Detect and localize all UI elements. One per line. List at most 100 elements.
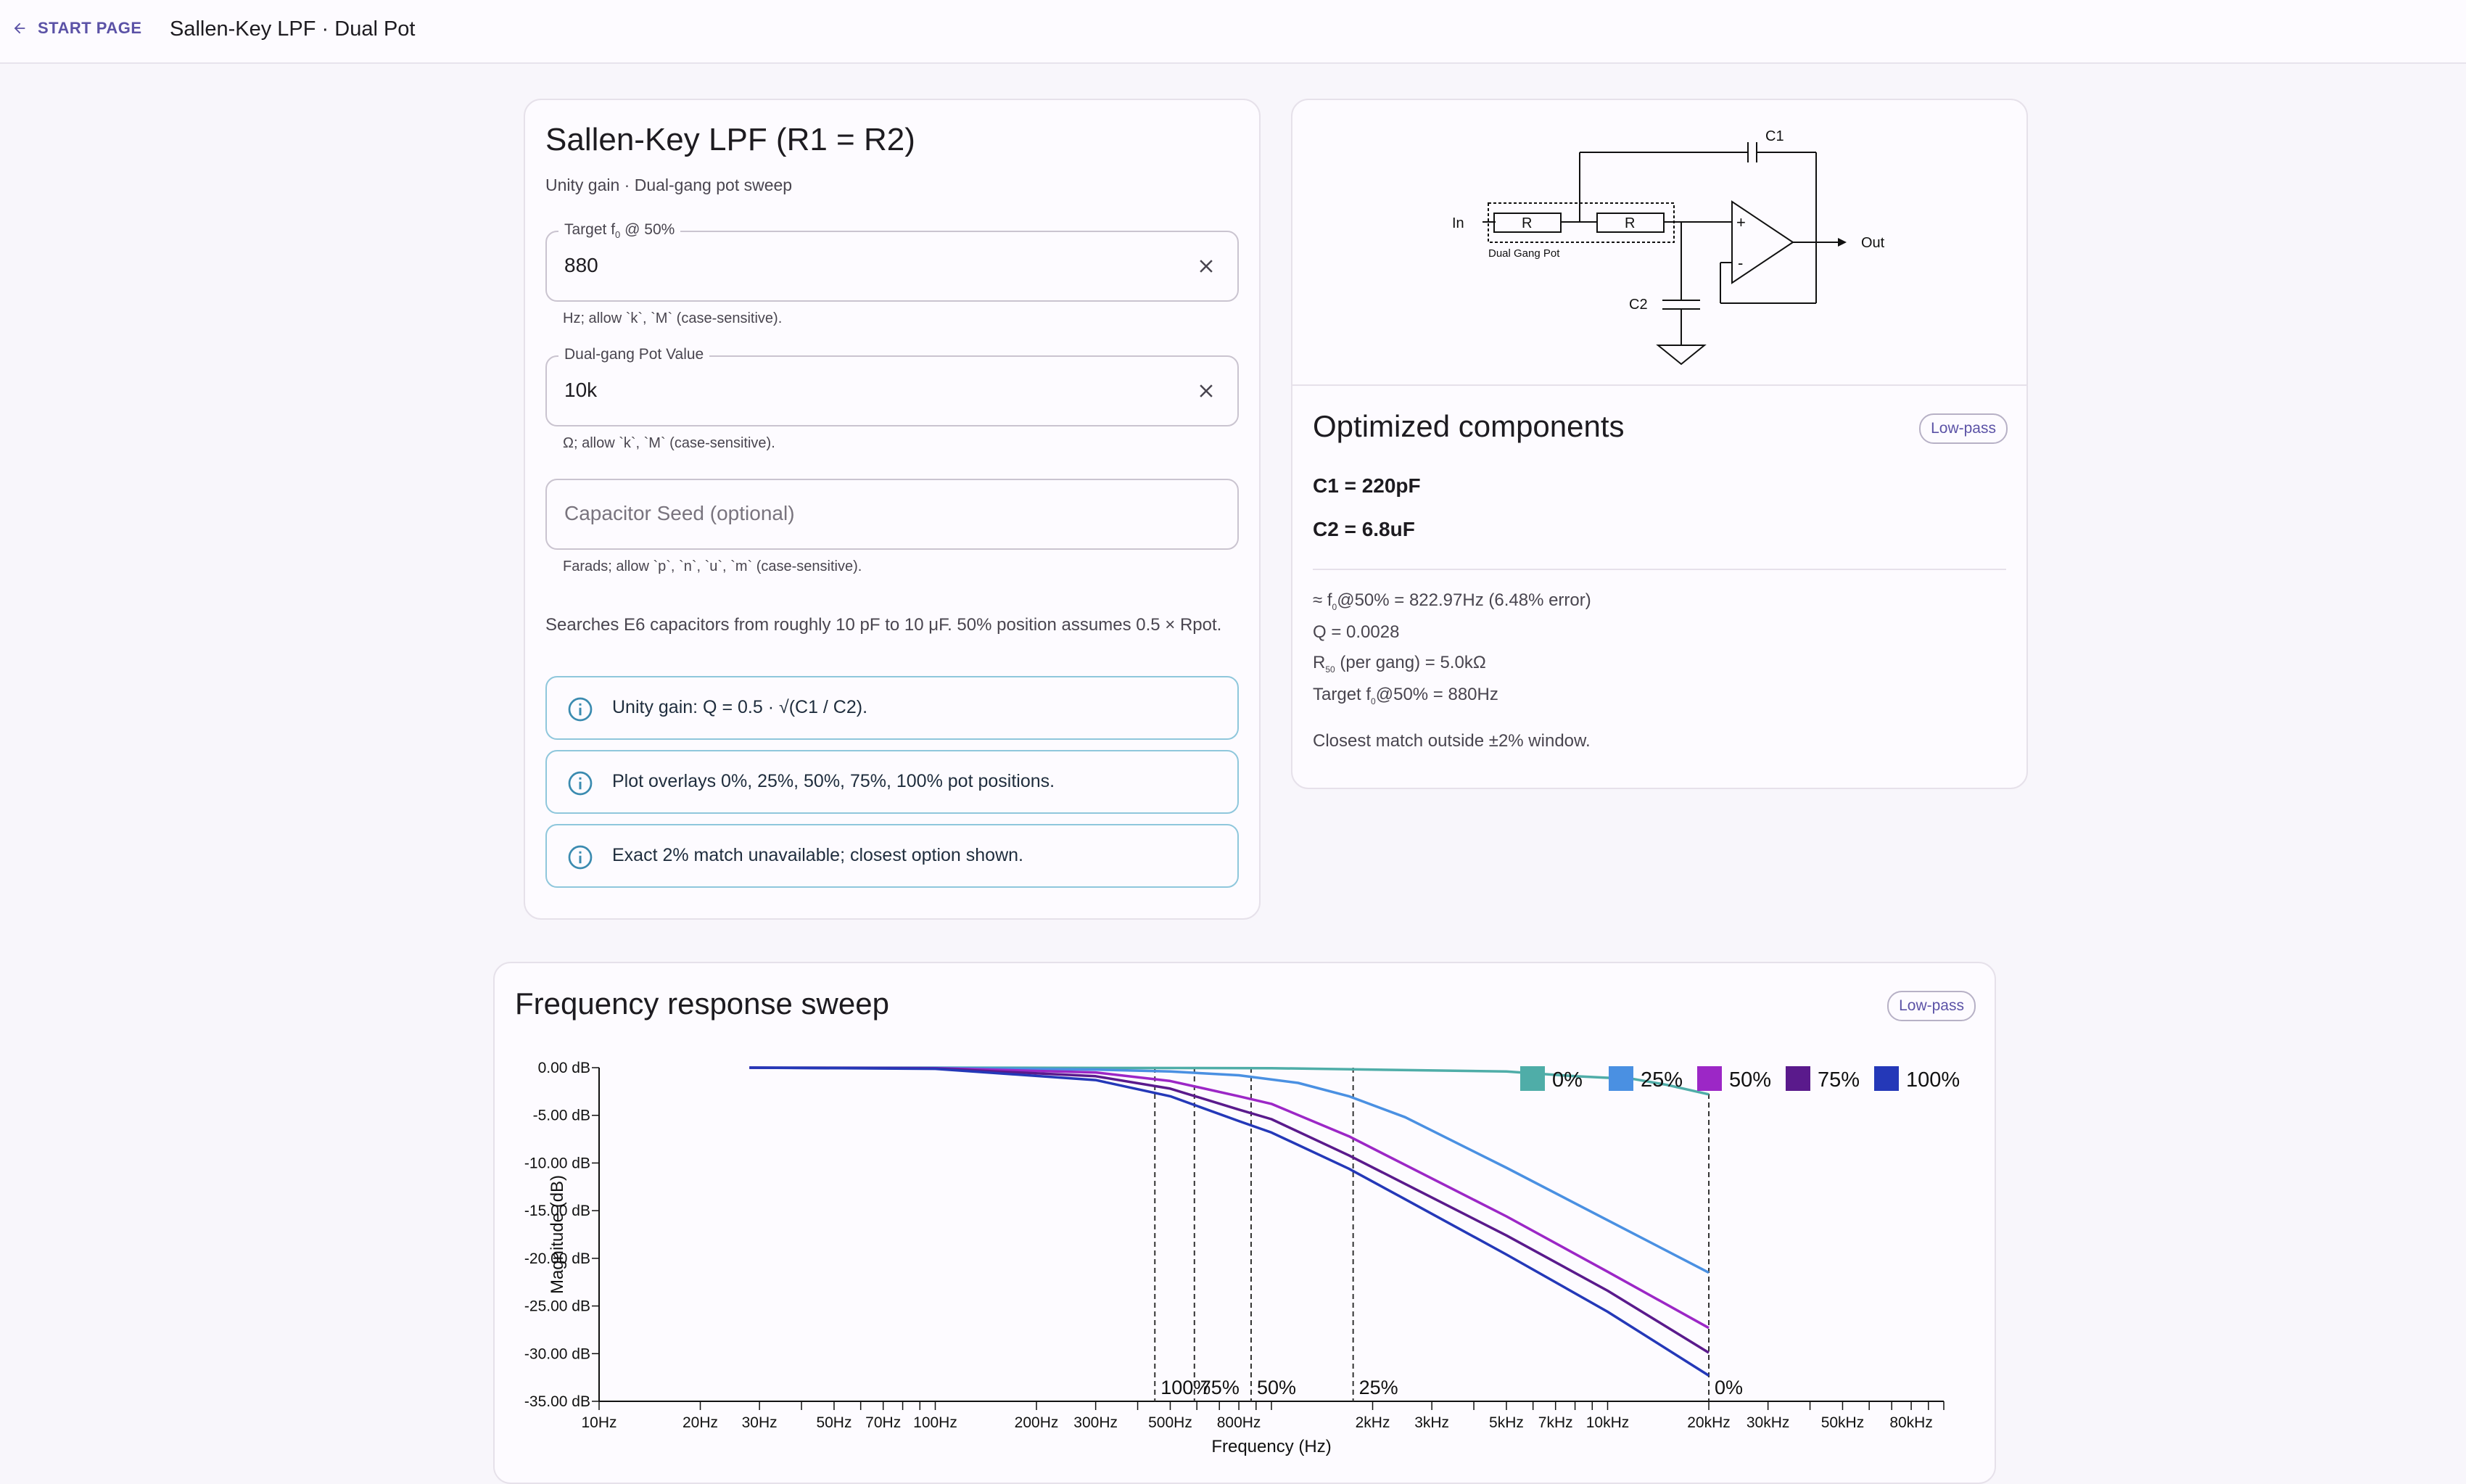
schematic-out-label: Out: [1861, 235, 1885, 251]
start-page-link[interactable]: START PAGE: [12, 19, 142, 38]
results-card: In Out C1 C2 R R Dual Gang Pot + - Optim…: [1291, 99, 2028, 789]
marker-label: 75%: [1200, 1377, 1240, 1398]
x-tick-label: 800Hz: [1217, 1414, 1261, 1431]
opamp-minus-label: -: [1738, 254, 1743, 272]
series-line-25pct: [749, 1066, 1710, 1274]
legend-label: 50%: [1729, 1068, 1771, 1092]
target-frequency-value[interactable]: 880: [564, 254, 598, 276]
y-tick-label: -20.00 dB: [524, 1250, 590, 1267]
schematic-c1-label: C1: [1765, 128, 1784, 144]
legend-label: 0%: [1552, 1068, 1583, 1092]
marker-label: 100%: [1160, 1377, 1211, 1398]
legend-swatch: [1874, 1066, 1899, 1091]
legend-label: 25%: [1641, 1068, 1683, 1092]
c2-value: C2 = 6.8uF: [1313, 518, 1415, 540]
y-tick-label: 0.00 dB: [538, 1060, 590, 1076]
legend-swatch: [1786, 1066, 1810, 1091]
legend-swatch: [1520, 1066, 1545, 1091]
f50-result: ≈ f0@50% = 822.97Hz (6.48% error): [1313, 590, 1591, 612]
info-text: Plot overlays 0%, 25%, 50%, 75%, 100% po…: [612, 771, 1055, 791]
x-tick-label: 7kHz: [1538, 1414, 1573, 1431]
arrow-back-icon: [14, 22, 25, 34]
target-frequency-field[interactable]: Target f0 @ 50% 880: [545, 221, 1239, 302]
capacitor-seed-hint: Farads; allow `p`, `n`, `u`, `m` (case-s…: [563, 558, 862, 574]
series-line-100pct: [749, 1066, 1710, 1377]
target-result: Target f0@50% = 880Hz: [1313, 685, 1498, 706]
chart-filter-chip: Low-pass: [1887, 991, 1976, 1021]
legend-swatch: [1609, 1066, 1633, 1091]
x-tick-label: 20Hz: [683, 1414, 718, 1431]
pot-value-value[interactable]: 10k: [564, 379, 598, 401]
capacitor-seed-field[interactable]: Capacitor Seed (optional): [545, 479, 1239, 550]
x-tick-label: 50kHz: [1821, 1414, 1865, 1431]
calculator-title: Sallen-Key LPF (R1 = R2): [545, 122, 915, 157]
legend-label: 100%: [1906, 1068, 1960, 1092]
y-axis-label: Magnitude (dB): [548, 1175, 567, 1294]
x-tick-label: 10kHz: [1586, 1414, 1630, 1431]
x-tick-label: 2kHz: [1356, 1414, 1390, 1431]
info-text: Unity gain: Q = 0.5 · √(C1 / C2).: [612, 697, 868, 717]
frequency-response-chart: 10Hz 20Hz 30Hz 50Hz 70Hz 100Hz 200Hz 300Hz 500Hz…: [524, 1060, 1960, 1456]
marker-label: 50%: [1257, 1377, 1296, 1398]
x-tick-label: 80kHz: [1889, 1414, 1933, 1431]
schematic-panel: In Out C1 C2 R R Dual Gang Pot + -: [1292, 100, 2026, 386]
capacitor-seed-placeholder[interactable]: Capacitor Seed (optional): [564, 502, 795, 524]
schematic-r2-label: R: [1625, 215, 1635, 231]
schematic-pot-label: Dual Gang Pot: [1488, 247, 1560, 260]
start-page-label: START PAGE: [38, 19, 142, 37]
x-tick-label: 50Hz: [816, 1414, 851, 1431]
info-icon: [568, 697, 593, 722]
x-tick-label: 20kHz: [1687, 1414, 1731, 1431]
filter-type-chip: Low-pass: [1919, 413, 2008, 444]
y-tick-label: -10.00 dB: [524, 1155, 590, 1171]
x-tick-label: 200Hz: [1015, 1414, 1059, 1431]
series-line-50pct: [749, 1066, 1710, 1330]
target-frequency-hint: Hz; allow `k`, `M` (case-sensitive).: [563, 310, 783, 326]
info-alert: Exact 2% match unavailable; closest opti…: [545, 824, 1239, 888]
c1-value: C1 = 220pF: [1313, 474, 1421, 497]
app-title: Sallen-Key LPF · Dual Pot: [170, 17, 416, 41]
clear-icon[interactable]: [1195, 255, 1217, 277]
y-tick-label: -15.00 dB: [524, 1203, 590, 1219]
input-card: Sallen-Key LPF (R1 = R2) Unity gain · Du…: [524, 99, 1261, 920]
closest-match-note: Closest match outside ±2% window.: [1313, 731, 1591, 751]
search-note: Searches E6 capacitors from roughly 10 p…: [545, 615, 1222, 635]
x-tick-label: 300Hz: [1073, 1414, 1118, 1431]
y-tick-label: -25.00 dB: [524, 1298, 590, 1315]
legend-label: 75%: [1818, 1068, 1860, 1092]
pot-value-hint: Ω; allow `k`, `M` (case-sensitive).: [563, 435, 775, 451]
q-result: Q = 0.0028: [1313, 622, 1400, 642]
results-title: Optimized components: [1313, 409, 1625, 443]
results-divider: [1313, 569, 2006, 570]
info-alert: Unity gain: Q = 0.5 · √(C1 / C2).: [545, 676, 1239, 740]
info-icon: [568, 771, 593, 796]
x-tick-label: 30Hz: [742, 1414, 778, 1431]
target-frequency-label: Target f0 @ 50%: [558, 221, 681, 241]
x-tick-label: 10Hz: [581, 1414, 616, 1431]
schematic-in-label: In: [1452, 215, 1464, 231]
x-axis-label: Frequency (Hz): [1211, 1437, 1331, 1456]
pot-value-field[interactable]: Dual-gang Pot Value 10k: [545, 346, 1239, 426]
legend-swatch: [1697, 1066, 1722, 1091]
schematic-c2-label: C2: [1629, 297, 1648, 313]
x-tick-label: 70Hz: [865, 1414, 901, 1431]
info-icon: [568, 845, 593, 870]
top-app-bar: START PAGE Sallen-Key LPF · Dual Pot: [0, 0, 2466, 64]
x-tick-label: 500Hz: [1148, 1414, 1192, 1431]
circuit-schematic: In Out C1 C2 R R Dual Gang Pot + -: [1452, 128, 1885, 366]
marker-label: 0%: [1715, 1377, 1743, 1398]
y-tick-label: -5.00 dB: [533, 1108, 590, 1124]
series-line-75pct: [749, 1066, 1710, 1354]
chart-title: Frequency response sweep: [515, 986, 889, 1021]
r50-result: R50 (per gang) = 5.0kΩ: [1313, 653, 1486, 675]
frequency-response-card: Frequency response sweep Low-pass 10Hz 20…: [493, 962, 1996, 1484]
schematic-r1-label: R: [1522, 215, 1532, 231]
info-alert: Plot overlays 0%, 25%, 50%, 75%, 100% po…: [545, 750, 1239, 814]
calculator-subtitle: Unity gain · Dual-gang pot sweep: [545, 176, 793, 194]
info-text: Exact 2% match unavailable; closest opti…: [612, 845, 1023, 865]
y-tick-label: -35.00 dB: [524, 1393, 590, 1410]
clear-icon[interactable]: [1195, 380, 1217, 402]
opamp-plus-label: +: [1736, 213, 1746, 231]
x-tick-label: 3kHz: [1414, 1414, 1449, 1431]
x-tick-label: 30kHz: [1747, 1414, 1790, 1431]
